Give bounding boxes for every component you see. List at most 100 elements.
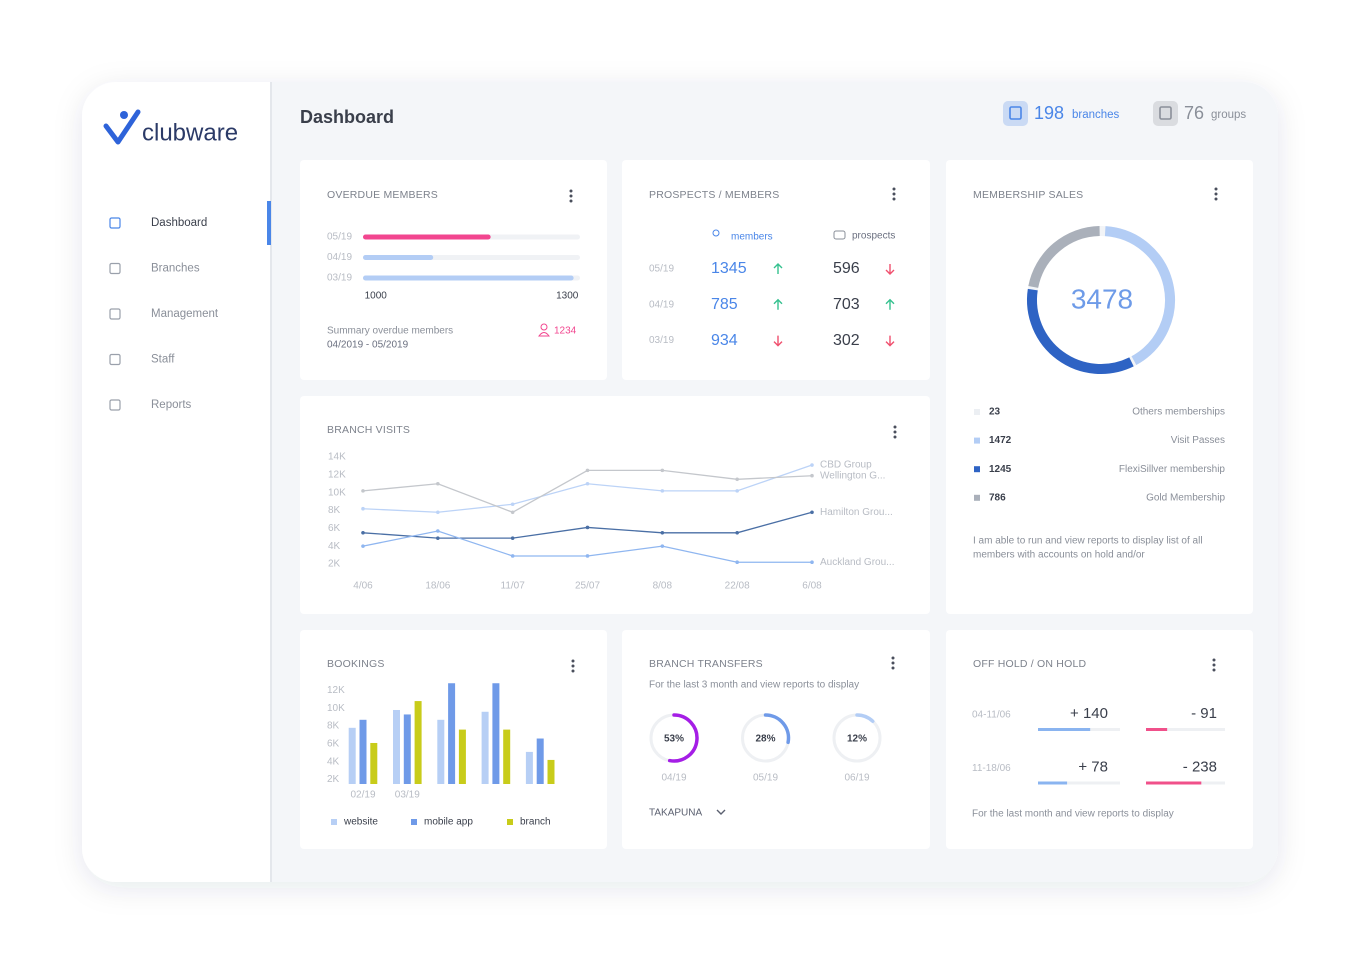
- trend-arrow: [885, 264, 895, 275]
- members-value: 785: [711, 296, 738, 313]
- menu-dot[interactable]: [1212, 658, 1216, 662]
- ring-period: 06/19: [844, 773, 869, 784]
- x-tick-label: 1000: [365, 291, 388, 302]
- line-point: [510, 510, 515, 515]
- card-title: OVERDUE MEMBERS: [327, 189, 438, 201]
- off-value: + 140: [1070, 705, 1108, 722]
- ring-arc: [763, 713, 791, 745]
- trend-arrow: [773, 263, 783, 274]
- menu-dot[interactable]: [1212, 663, 1216, 667]
- legend-name: FlexiSillver membership: [1119, 464, 1226, 475]
- menu-dot[interactable]: [1212, 668, 1216, 672]
- menu-dot[interactable]: [1214, 187, 1218, 191]
- legend-value: 786: [989, 492, 1006, 503]
- legend-value: 23: [989, 407, 1001, 418]
- card-title: BRANCH VISITS: [327, 424, 410, 436]
- card: [300, 160, 607, 380]
- menu-dot[interactable]: [891, 661, 895, 665]
- legend-swatch: [974, 409, 980, 415]
- trend-arrow: [885, 335, 895, 347]
- trend-arrow: [885, 298, 895, 310]
- legend-name: Gold Membership: [1146, 492, 1225, 503]
- nav-item[interactable]: Management: [151, 308, 219, 320]
- line-point: [810, 560, 814, 565]
- nav-item[interactable]: Staff: [151, 354, 175, 366]
- stat-icon: [1153, 101, 1178, 126]
- series-label: Hamilton Grou...: [820, 507, 893, 518]
- members-icon: [712, 229, 720, 237]
- row-label: 03/19: [649, 335, 674, 346]
- legend-value: 1245: [989, 464, 1012, 475]
- bar: [363, 234, 491, 240]
- line-point: [436, 481, 440, 486]
- legend-swatch: [507, 819, 513, 825]
- menu-dot[interactable]: [571, 664, 575, 668]
- x-tick-label: 18/06: [425, 581, 450, 592]
- stat-icon-inner: [1159, 106, 1172, 120]
- menu-dot[interactable]: [892, 197, 896, 201]
- menu-dot[interactable]: [1214, 192, 1218, 196]
- donut-total: 3478: [1071, 283, 1133, 314]
- card-footer: For the last month and view reports to d…: [972, 809, 1174, 820]
- menu-dot[interactable]: [893, 430, 897, 434]
- menu-dot[interactable]: [569, 194, 573, 198]
- ring-period: 05/19: [753, 773, 778, 784]
- row-label: 11-18/06: [972, 763, 1011, 774]
- menu-dot[interactable]: [891, 666, 895, 670]
- stat-icon-inner: [1009, 106, 1022, 120]
- nav-item[interactable]: Dashboard: [151, 217, 207, 229]
- branch-select[interactable]: TAKAPUNA: [649, 808, 702, 819]
- bar: [525, 751, 533, 784]
- menu-dot[interactable]: [893, 435, 897, 439]
- line-point: [660, 544, 665, 548]
- series-label: Auckland Grou...: [820, 557, 894, 568]
- on-value: - 91: [1191, 705, 1217, 722]
- chevron[interactable]: [716, 809, 726, 815]
- donut-segment: [1104, 226, 1175, 366]
- x-tick-label: 8/08: [653, 581, 673, 592]
- legend-value: 1472: [989, 435, 1012, 446]
- members-value: 934: [711, 332, 738, 349]
- nav-item[interactable]: Reports: [151, 399, 192, 411]
- bar: [414, 701, 422, 784]
- line-point: [810, 463, 814, 467]
- menu-dot[interactable]: [571, 659, 575, 663]
- menu-dot[interactable]: [891, 656, 895, 660]
- card-subtitle: For the last 3 month and view reports to…: [649, 680, 859, 691]
- bar: [403, 714, 411, 784]
- legend-label: branch: [520, 817, 551, 828]
- legend-name: Others memberships: [1132, 407, 1225, 418]
- legend-swatch: [411, 819, 417, 825]
- prospects-icon: [833, 230, 846, 240]
- x-tick-label: 02/19: [350, 790, 375, 801]
- legend-swatch: [974, 494, 980, 501]
- bar: [393, 709, 400, 784]
- bar: [1038, 728, 1091, 731]
- menu-dot[interactable]: [892, 192, 896, 196]
- y-tick-label: 14K: [328, 452, 346, 463]
- menu-dot[interactable]: [892, 187, 896, 191]
- bar: [1038, 781, 1068, 785]
- on-value: - 238: [1183, 758, 1217, 775]
- x-tick-label: 11/07: [501, 581, 526, 592]
- legend-swatch: [974, 437, 980, 444]
- x-tick-label: 22/08: [725, 581, 750, 592]
- menu-dot[interactable]: [893, 425, 897, 429]
- nav-icon: [109, 217, 121, 229]
- menu-dot[interactable]: [569, 199, 573, 203]
- menu-dot[interactable]: [1214, 197, 1218, 201]
- menu-dot[interactable]: [571, 669, 575, 673]
- card: [622, 160, 930, 380]
- prospects-value: 703: [833, 296, 860, 313]
- nav-item[interactable]: Branches: [151, 263, 200, 275]
- bar: [458, 729, 466, 784]
- row-label: 05/19: [649, 264, 674, 275]
- y-tick-label: 8K: [328, 505, 341, 516]
- card: [300, 396, 930, 614]
- prospects-value: 302: [833, 332, 860, 349]
- menu-dot[interactable]: [569, 189, 573, 193]
- bar: [359, 719, 367, 784]
- note-line: members with accounts on hold and/or: [973, 550, 1145, 561]
- line-point: [510, 502, 515, 507]
- y-tick-label: 8K: [327, 721, 340, 732]
